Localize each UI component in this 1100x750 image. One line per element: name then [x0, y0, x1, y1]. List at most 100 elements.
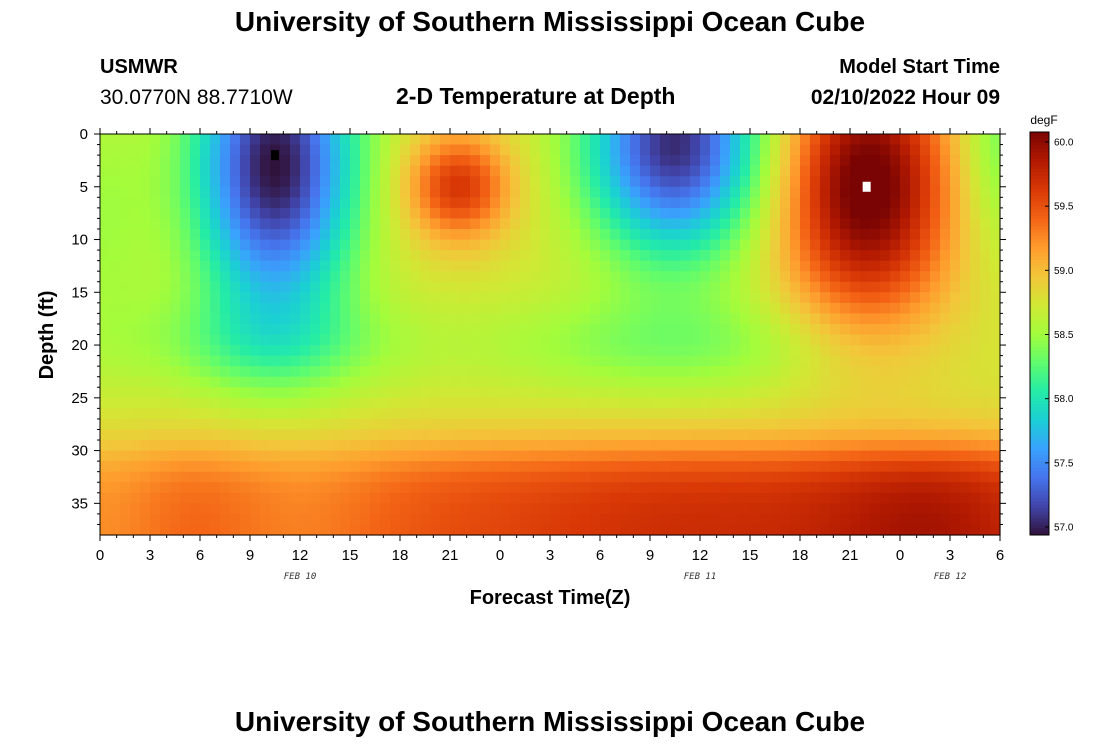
heatmap-cell: [100, 302, 111, 314]
heatmap-cell: [360, 323, 371, 336]
heatmap-cell: [380, 482, 391, 494]
heatmap-cell: [570, 513, 581, 526]
heatmap-cell: [320, 186, 331, 198]
heatmap-cell: [590, 260, 601, 272]
heatmap-cell: [830, 450, 841, 462]
heatmap-cell: [770, 482, 781, 494]
heatmap-cell: [330, 461, 341, 473]
heatmap-cell: [390, 186, 401, 198]
heatmap-cell: [700, 471, 711, 483]
heatmap-cells: [100, 134, 1001, 536]
heatmap-cell: [970, 492, 981, 504]
heatmap-cell: [270, 366, 281, 378]
heatmap-cell: [290, 355, 301, 367]
heatmap-cell: [100, 218, 111, 230]
heatmap-cell: [220, 281, 231, 293]
heatmap-cell: [130, 218, 141, 230]
heatmap-cell: [970, 186, 981, 198]
heatmap-cell: [260, 450, 271, 462]
heatmap-cell: [770, 186, 781, 198]
heatmap-cell: [750, 461, 761, 473]
heatmap-cell: [660, 207, 671, 220]
heatmap-cell: [720, 165, 731, 177]
heatmap-cell: [630, 155, 641, 167]
heatmap-cell: [180, 281, 191, 293]
heatmap-cell: [480, 218, 491, 230]
heatmap-cell: [100, 376, 111, 388]
heatmap-cell: [730, 355, 741, 367]
heatmap-cell: [140, 239, 151, 251]
heatmap-cell: [670, 513, 681, 526]
heatmap-cell: [910, 302, 921, 314]
heatmap-cell: [130, 418, 141, 431]
heatmap-cell: [300, 302, 311, 314]
heatmap-cell: [930, 366, 941, 378]
heatmap-cell: [140, 313, 151, 325]
heatmap-cell: [250, 302, 261, 314]
heatmap-cell: [770, 471, 781, 483]
heatmap-cell: [830, 144, 841, 156]
heatmap-cell: [940, 503, 951, 515]
heatmap-cell: [920, 524, 931, 536]
heatmap-cell: [540, 440, 551, 452]
heatmap-cell: [640, 218, 651, 230]
heatmap-cell: [910, 271, 921, 283]
heatmap-cell: [820, 450, 831, 462]
heatmap-cell: [980, 292, 991, 304]
heatmap-cell: [640, 450, 651, 462]
heatmap-cell: [840, 228, 851, 241]
heatmap-cell: [100, 292, 111, 304]
heatmap-cell: [930, 197, 941, 209]
heatmap-cell: [710, 524, 721, 536]
heatmap-cell: [870, 176, 881, 188]
heatmap-cell: [460, 450, 471, 462]
heatmap-cell: [190, 250, 201, 262]
heatmap-cell: [890, 155, 901, 167]
heatmap-cell: [720, 228, 731, 241]
heatmap-cell: [510, 323, 521, 336]
heatmap-cell: [640, 376, 651, 388]
heatmap-cell: [240, 461, 251, 473]
heatmap-cell: [570, 292, 581, 304]
heatmap-cell: [410, 397, 421, 409]
heatmap-cell: [150, 228, 161, 241]
heatmap-cell: [490, 387, 501, 399]
heatmap-cell: [570, 408, 581, 420]
heatmap-cell: [760, 345, 771, 357]
heatmap-cell: [860, 271, 871, 283]
heatmap-cell: [650, 260, 661, 272]
heatmap-cell: [230, 408, 241, 420]
heatmap-cell: [250, 207, 261, 220]
heatmap-cell: [610, 197, 621, 209]
heatmap-cell: [360, 482, 371, 494]
heatmap-cell: [790, 134, 801, 146]
heatmap-cell: [950, 302, 961, 314]
heatmap-cell: [390, 292, 401, 304]
heatmap-cell: [650, 302, 661, 314]
colorbar-swatch: [1030, 437, 1049, 442]
heatmap-cell: [900, 503, 911, 515]
colorbar-swatch: [1030, 383, 1049, 388]
heatmap-cell: [350, 492, 361, 504]
heatmap-cell: [290, 397, 301, 409]
heatmap-cell: [830, 239, 841, 251]
heatmap-cell: [520, 197, 531, 209]
heatmap-cell: [640, 302, 651, 314]
heatmap-cell: [430, 450, 441, 462]
heatmap-cell: [920, 165, 931, 177]
heatmap-cell: [410, 376, 421, 388]
heatmap-cell: [130, 323, 141, 336]
heatmap-cell: [420, 482, 431, 494]
heatmap-cell: [320, 334, 331, 346]
heatmap-cell: [110, 408, 121, 420]
heatmap-cell: [290, 334, 301, 346]
heatmap-cell: [320, 271, 331, 283]
heatmap-cell: [890, 186, 901, 198]
heatmap-cell: [900, 292, 911, 304]
heatmap-cell: [590, 513, 601, 526]
colorbar-swatch: [1030, 414, 1049, 418]
heatmap-cell: [490, 345, 501, 357]
heatmap-cell: [930, 418, 941, 431]
heatmap-cell: [890, 239, 901, 251]
heatmap-cell: [260, 323, 271, 336]
